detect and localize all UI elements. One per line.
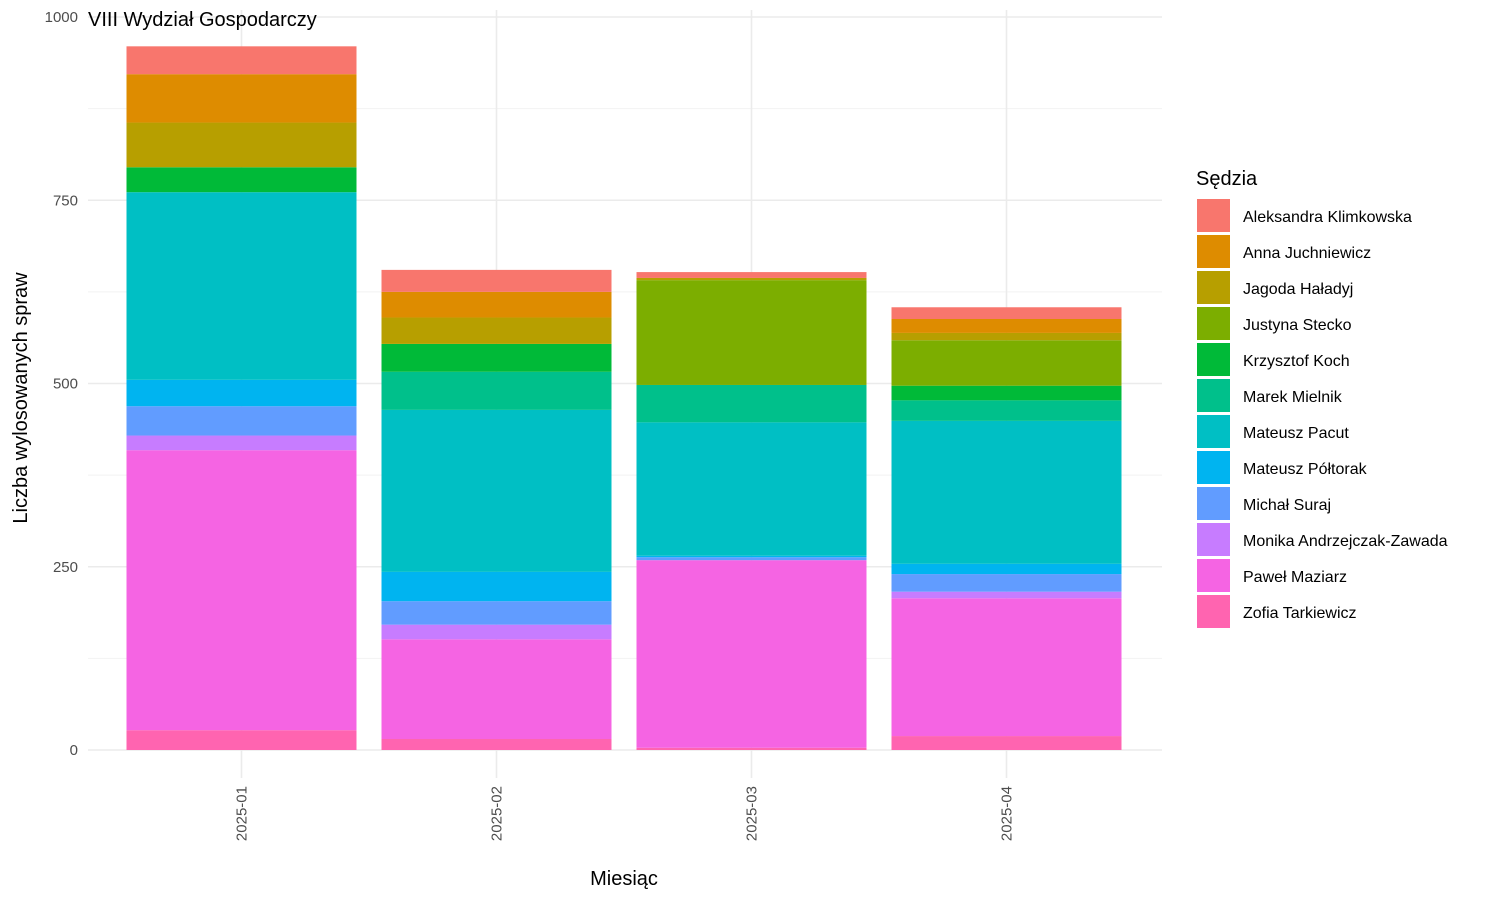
y-tick-label: 0 [70,742,78,759]
bar-segment [636,557,867,561]
bars [126,46,1122,750]
y-tick-label: 250 [53,559,78,576]
legend-label: Marek Mielnik [1243,389,1343,406]
bar-segment [126,379,357,407]
x-tick-label: 2025-02 [489,786,506,841]
bar-segment [636,422,867,556]
x-axis-title: Miesiąc [590,868,658,890]
legend-title: Sędzia [1196,168,1258,190]
bar-segment [381,291,612,318]
x-axis-ticks: 2025-01 2025-02 2025-03 2025-04 [234,786,1016,841]
y-tick-label: 1000 [45,9,78,26]
chart-title: VIII Wydział Gospodarczy [88,9,317,31]
bar-segment [636,280,867,385]
bar-segment [891,340,1122,386]
bar-segment [381,571,612,602]
bar-segment [126,730,357,750]
bar-segment [381,409,612,572]
bar-segment [126,74,357,123]
legend: Sędzia Aleksandra Klimkowska Anna Juchnie… [1196,168,1448,628]
legend-swatch [1197,451,1230,484]
bar-segment [126,122,357,168]
bar-segment [891,591,1122,599]
legend-label: Monika Andrzejczak-Zawada [1243,533,1448,550]
bar-segment [126,406,357,436]
bar-segment [891,563,1122,575]
legend-swatch [1197,343,1230,376]
legend-items: Aleksandra Klimkowska Anna Juchniewicz Jag… [1197,199,1448,628]
bar-segment [381,269,612,292]
bar-segment [381,601,612,625]
y-axis-ticks: 0 250 500 750 1000 [45,9,78,759]
x-tick-label: 2025-04 [999,786,1016,841]
bar-segment [636,277,867,281]
bar-segment [381,739,612,750]
bar-segment [891,332,1122,341]
legend-swatch [1197,487,1230,520]
legend-label: Jagoda Haładyj [1243,281,1353,298]
bar-segment [381,343,612,372]
bar-segment [891,385,1122,401]
legend-swatch [1197,559,1230,592]
bar-segment [636,747,867,750]
bar-segment [891,574,1122,592]
legend-label: Aleksandra Klimkowska [1243,209,1412,226]
bar-segment [381,624,612,640]
bar-segment [126,450,357,731]
bar-segment [381,317,612,344]
x-tick-label: 2025-01 [234,786,251,841]
legend-label: Mateusz Pacut [1243,425,1349,442]
legend-label: Zofia Tarkiewicz [1243,605,1357,622]
bar-segment [126,46,357,75]
bar-segment [891,736,1122,750]
bar-segment [891,318,1122,333]
legend-swatch [1197,415,1230,448]
legend-label: Paweł Maziarz [1243,569,1347,586]
bar-segment [381,371,612,410]
bar-segment [636,560,867,748]
bar-segment [891,598,1122,737]
bar-segment [636,555,867,558]
bar-segment [381,639,612,740]
bar-segment [636,384,867,423]
legend-swatch [1197,271,1230,304]
bar-segment [126,435,357,451]
legend-swatch [1197,595,1230,628]
bar-segment [891,420,1122,564]
legend-swatch [1197,199,1230,232]
y-tick-label: 750 [53,192,78,209]
legend-swatch [1197,379,1230,412]
bar-segment [891,307,1122,319]
legend-swatch [1197,307,1230,340]
bar-segment [891,400,1122,421]
y-axis-title: Liczba wylosowanych spraw [10,272,32,524]
bar-segment [126,192,357,380]
legend-label: Mateusz Półtorak [1243,461,1368,478]
y-tick-label: 500 [53,376,78,393]
bar-segment [636,272,867,278]
legend-label: Krzysztof Koch [1243,353,1350,370]
legend-label: Michał Suraj [1243,497,1331,514]
legend-swatch [1197,523,1230,556]
x-tick-label: 2025-03 [744,786,761,841]
legend-swatch [1197,235,1230,268]
legend-label: Justyna Stecko [1243,317,1352,334]
legend-label: Anna Juchniewicz [1243,245,1371,262]
bar-segment [126,167,357,193]
